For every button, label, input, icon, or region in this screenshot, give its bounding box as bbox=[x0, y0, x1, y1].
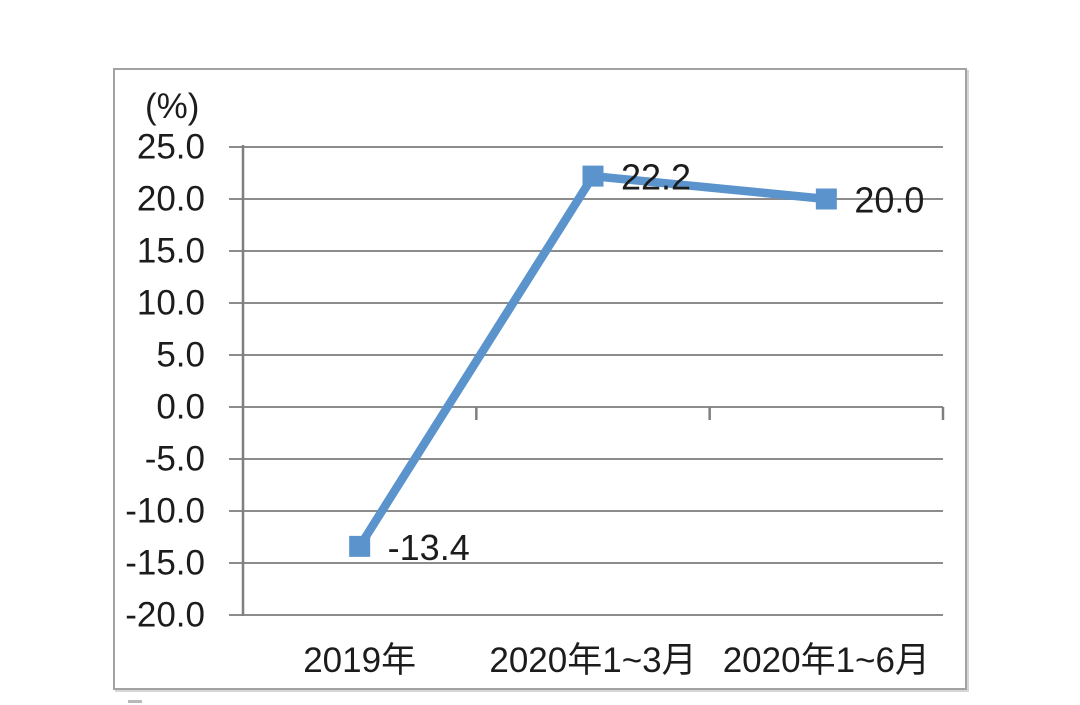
line-chart: 25.0 20.0 15.0 10.0 5.0 0.0 -5.0 -10.0 -15.0 -20.… bbox=[125, 87, 945, 680]
data-point-marker bbox=[349, 535, 371, 557]
y-axis-tick-label: 0.0 bbox=[156, 388, 205, 427]
data-point-marker bbox=[815, 188, 837, 210]
data-label: 22.2 bbox=[621, 157, 691, 198]
y-axis-tick-label: -20.0 bbox=[125, 596, 205, 635]
y-axis-tick-label: -15.0 bbox=[125, 544, 205, 583]
y-axis-tick-label: 20.0 bbox=[137, 180, 205, 219]
data-point-marker bbox=[582, 165, 604, 187]
x-axis-category-label: 2020年1~3月 bbox=[489, 641, 696, 680]
y-axis-unit-label: (%) bbox=[145, 87, 199, 126]
y-axis-tick-label: -10.0 bbox=[125, 492, 205, 531]
data-label: -13.4 bbox=[388, 527, 470, 568]
page-edge-artifact bbox=[128, 700, 142, 703]
y-axis-tick-label: 10.0 bbox=[137, 284, 205, 323]
y-axis-tick-label: 15.0 bbox=[137, 232, 205, 271]
x-axis-category-label: 2020年1~6月 bbox=[723, 641, 930, 680]
y-axis-tick-label: -5.0 bbox=[145, 440, 205, 479]
data-label: 20.0 bbox=[854, 180, 924, 221]
x-axis-category-label: 2019年 bbox=[303, 641, 416, 680]
series-line bbox=[356, 171, 827, 549]
y-axis-tick-label: 5.0 bbox=[156, 336, 205, 375]
chart-frame: 25.0 20.0 15.0 10.0 5.0 0.0 -5.0 -10.0 -15.0 -20.… bbox=[113, 68, 967, 690]
y-axis-tick-label: 25.0 bbox=[137, 128, 205, 167]
